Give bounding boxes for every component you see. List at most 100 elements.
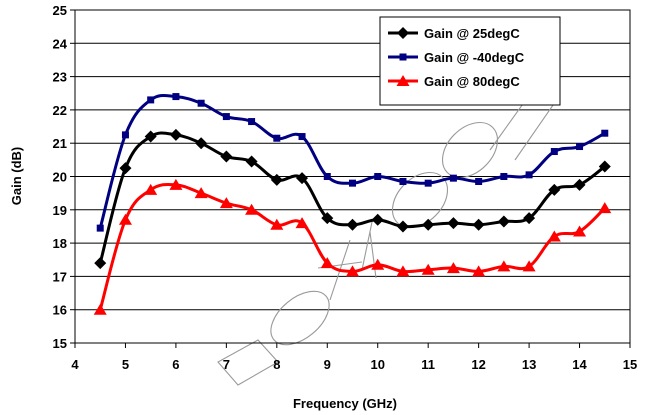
legend-entry: Gain @ 25degC [388,26,520,41]
data-point [446,262,460,274]
y-tick-label: 18 [53,236,67,251]
data-point [396,220,409,233]
data-point [245,155,258,168]
x-tick-label: 10 [370,357,384,372]
data-point [172,93,180,101]
data-point [222,113,230,121]
data-point [323,173,331,180]
y-tick-label: 23 [53,70,67,85]
y-tick-label: 17 [53,269,67,284]
data-point [576,143,584,151]
data-point [169,128,182,141]
data-point [523,212,536,225]
legend-swatch-marker [399,53,407,61]
legend-entry: Gain @ -40degC [388,50,525,65]
x-tick-label: 6 [172,357,179,372]
x-axis-title: Frequency (GHz) [293,396,397,411]
x-tick-label: 7 [223,357,230,372]
data-point [93,303,107,315]
data-point [371,258,385,270]
data-point [449,174,457,182]
x-tick-label: 4 [71,357,79,372]
data-point [144,183,158,195]
x-tick-label: 13 [522,357,536,372]
data-point [601,129,609,137]
legend-label: Gain @ -40degC [424,50,525,65]
plot-area-border [74,9,631,344]
data-point [119,162,132,175]
data-point [472,265,486,277]
data-point [270,173,283,186]
data-point [248,118,256,126]
y-tick-label: 16 [53,303,67,318]
data-point [374,173,382,180]
series-line [98,93,606,229]
data-point [118,213,132,225]
data-point [270,218,284,230]
data-point [147,96,155,104]
data-point [94,257,107,270]
series-line [98,182,606,311]
data-point [547,230,561,242]
tick-labels: 15 16 17 18 19 20 21 22 23 24 25 4 5 6 7 8 9 10 11 12 13 14 15 [53,3,638,372]
x-tick-label: 14 [572,357,587,372]
y-tick-label: 21 [53,136,67,151]
data-point [475,177,483,185]
x-tick-label: 9 [324,357,331,372]
x-tick-label: 12 [471,357,485,372]
data-point [472,218,485,231]
x-tick-label: 11 [421,357,435,372]
x-tick-label: 8 [273,357,280,372]
data-point [197,99,205,107]
series-0 [94,128,611,270]
data-point [421,263,435,275]
data-point [422,218,435,231]
data-point [144,130,157,143]
data-point [497,215,510,228]
data-point [321,212,334,225]
data-point [219,197,233,209]
data-point [371,213,384,226]
x-tick-label: 5 [122,357,129,372]
data-point [349,179,356,187]
data-point [424,179,432,187]
data-point [550,148,558,156]
legend-entry: Gain @ 80degC [388,74,520,89]
data-point [500,173,508,180]
data-point [522,260,536,272]
data-point [399,177,407,185]
y-tick-label: 20 [53,170,67,185]
legend-label: Gain @ 80degC [424,74,520,89]
data-point [169,178,183,190]
data-point [346,265,359,277]
data-point [195,137,208,150]
y-tick-label: 24 [53,36,68,51]
data-point [295,217,309,229]
data-point [447,217,460,230]
y-tick-label: 15 [53,336,67,351]
y-tick-label: 25 [53,3,67,18]
data-point [573,225,587,237]
data-point [573,178,586,191]
data-point [497,260,511,272]
data-point [346,218,359,231]
data-series [93,93,612,315]
data-point [296,172,309,185]
data-point [245,203,259,215]
caution-watermark [217,79,561,386]
legend: Gain @ 25degC Gain @ -40degC Gain @ 80degC [379,16,561,106]
data-point [273,134,281,142]
legend-swatch-marker [397,27,409,39]
y-axis-title: Gain (dB) [9,147,24,206]
data-point [598,202,612,214]
series-1 [96,93,609,232]
x-tick-label: 15 [623,357,637,372]
series-2 [93,178,612,315]
data-point [396,265,410,277]
data-point [525,171,533,179]
data-point [220,150,233,163]
data-point [96,224,104,232]
data-point [298,133,306,141]
